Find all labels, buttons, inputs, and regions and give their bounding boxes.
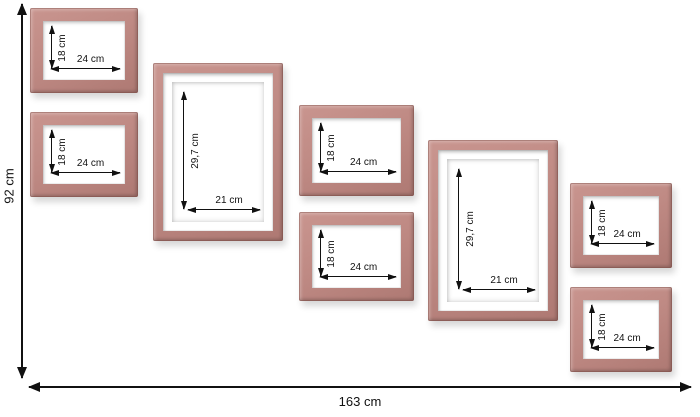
width-dimension-label: 24 cm: [76, 158, 105, 169]
height-dimension-arrow: [183, 92, 184, 209]
width-dimension-arrow: [591, 243, 654, 244]
height-dimension-label: 18 cm: [326, 134, 337, 162]
height-dimension-arrow: [51, 26, 52, 68]
width-dimension-arrow: [51, 172, 120, 173]
frame-mat: 29,7 cm 21 cm: [438, 150, 548, 311]
photo-frame-small-middle-bottom: 18 cm 24 cm: [299, 212, 414, 301]
frame-opening: 18 cm 24 cm: [312, 118, 401, 183]
width-dimension-arrow: [463, 289, 535, 290]
height-dimension-arrow: [458, 169, 459, 289]
overall-height-label: 92 cm: [1, 168, 17, 204]
height-dimension-label: 18 cm: [326, 240, 337, 268]
height-dimension-label: 29,7 cm: [190, 132, 201, 169]
overall-width-arrow: [29, 386, 691, 388]
height-dimension-arrow: [320, 123, 321, 171]
width-dimension-arrow: [591, 347, 654, 348]
width-dimension-label: 24 cm: [349, 262, 378, 273]
height-dimension-label: 18 cm: [597, 209, 608, 237]
height-dimension-label: 18 cm: [597, 313, 608, 341]
height-dimension-arrow: [591, 305, 592, 347]
photo-frame-large-left: 29,7 cm 21 cm: [153, 63, 283, 241]
height-dimension-arrow: [51, 130, 52, 172]
photo-frame-large-right: 29,7 cm 21 cm: [428, 140, 558, 321]
height-dimension-label: 18 cm: [57, 138, 68, 166]
frame-opening: 29,7 cm 21 cm: [172, 82, 264, 222]
width-dimension-label: 24 cm: [349, 157, 378, 168]
photo-frame-small-left-top: 18 cm 24 cm: [30, 8, 138, 93]
height-dimension-arrow: [591, 201, 592, 243]
height-dimension-arrow: [320, 230, 321, 276]
frame-opening: 18 cm 24 cm: [43, 21, 125, 80]
width-dimension-arrow: [320, 171, 396, 172]
width-dimension-label: 21 cm: [215, 195, 243, 206]
height-dimension-label: 29,7 cm: [465, 211, 476, 247]
width-dimension-label: 24 cm: [76, 54, 105, 65]
frame-opening: 18 cm 24 cm: [312, 225, 401, 288]
width-dimension-arrow: [51, 68, 120, 69]
photo-frame-small-left-bottom: 18 cm 24 cm: [30, 112, 138, 197]
frame-opening: 18 cm 24 cm: [43, 125, 125, 184]
width-dimension-label: 24 cm: [613, 333, 641, 344]
frame-opening: 29,7 cm 21 cm: [447, 159, 539, 302]
width-dimension-arrow: [188, 209, 260, 210]
frame-opening: 18 cm 24 cm: [583, 300, 659, 359]
photo-frame-small-right-bottom: 18 cm 24 cm: [570, 287, 672, 372]
width-dimension-label: 21 cm: [490, 275, 518, 286]
frame-mat: 29,7 cm 21 cm: [163, 73, 273, 231]
width-dimension-arrow: [320, 276, 396, 277]
photo-frame-small-middle-top: 18 cm 24 cm: [299, 105, 414, 196]
overall-height-arrow: [21, 4, 23, 378]
photo-frame-small-right-top: 18 cm 24 cm: [570, 183, 672, 268]
overall-width-label: 163 cm: [338, 394, 382, 409]
frame-opening: 18 cm 24 cm: [583, 196, 659, 255]
width-dimension-label: 24 cm: [613, 229, 641, 240]
height-dimension-label: 18 cm: [57, 34, 68, 62]
